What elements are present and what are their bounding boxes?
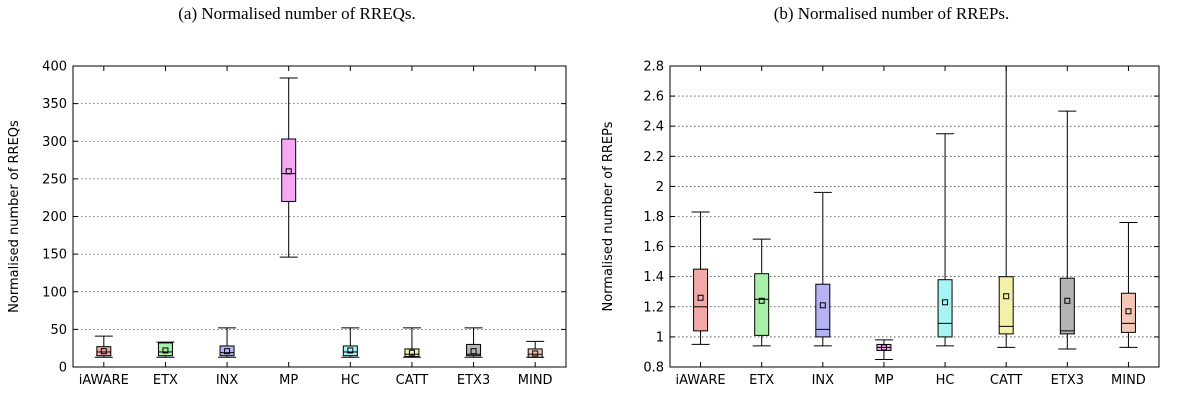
box-iqr [219, 345, 235, 357]
mean-marker [285, 168, 292, 175]
y-tick-label: 2 [656, 180, 664, 195]
y-tick-label: 2.2 [643, 150, 664, 165]
plot-frame [72, 65, 567, 368]
y-tick-label: 400 [42, 60, 67, 75]
chart-title: (a) Normalised number of RREQs. [178, 4, 416, 23]
grid-lines [670, 95, 1159, 338]
box-hc [341, 327, 360, 358]
mean-marker [162, 347, 169, 354]
y-tick-label: 1.4 [643, 270, 664, 285]
x-tick-label: CATT [396, 373, 429, 388]
y-tick-label: 50 [50, 323, 67, 338]
x-tick-label: ETX [153, 373, 178, 388]
box-inx [813, 191, 832, 347]
box-iqr [527, 348, 543, 358]
box-etx3 [464, 327, 483, 358]
rrep-boxplot: 0.8 1 1.2 1.4 1.6 1.8 2 2.2 2.4 2.6 2.8 Normalised … [601, 60, 1160, 388]
box-iqr [754, 273, 770, 336]
y-tick-label: 2.4 [643, 120, 664, 135]
y-tick-label: 100 [42, 285, 67, 300]
x-tick-label: ETX3 [1051, 373, 1084, 388]
x-tick-label: iAWARE [79, 373, 129, 388]
box-catt [997, 65, 1016, 348]
x-tick-label: INX [216, 373, 239, 388]
box-iqr [1120, 292, 1136, 333]
x-tick-label: MP [874, 373, 893, 388]
y-tick-label: 0.8 [643, 361, 664, 376]
y-tick-label: 1.6 [643, 240, 664, 255]
mean-marker [880, 344, 887, 351]
chart-panel-rreps: (b) Normalised number of RREPs. 0.8 1 1.2 1… [594, 0, 1189, 398]
x-tick-label: INX [812, 373, 835, 388]
y-axis-label: Normalised number of RREQs [7, 120, 22, 313]
x-tick-label: iAWARE [676, 373, 726, 388]
y-tick-label: 350 [42, 97, 67, 112]
box-catt [402, 327, 421, 358]
mean-marker [347, 347, 354, 354]
box-iqr [815, 283, 831, 338]
box-inx [218, 327, 237, 358]
y-tick-label: 0 [59, 361, 67, 376]
mean-marker [942, 299, 949, 306]
y-tick-label: 2.8 [643, 60, 664, 75]
mean-marker [100, 348, 107, 355]
mean-marker [1003, 293, 1010, 300]
y-tick-label: 200 [42, 210, 67, 225]
box-iaware [691, 211, 710, 345]
y-tick-label: 250 [42, 172, 67, 187]
box-etx3 [1058, 110, 1077, 350]
box-iaware [94, 335, 113, 358]
x-tick-label: ETX3 [457, 373, 490, 388]
box-mp [874, 339, 893, 360]
mean-marker [819, 302, 826, 309]
mean-marker [470, 348, 477, 355]
y-tick-label: 1 [656, 330, 664, 345]
box-iqr [1059, 277, 1075, 335]
box-iqr [937, 279, 953, 338]
grid-lines [73, 103, 566, 330]
y-tick-label: 150 [42, 248, 67, 263]
mean-marker [697, 294, 704, 301]
box-hc [936, 133, 955, 347]
box-iqr [96, 346, 112, 357]
y-tick-label: 2.6 [643, 90, 664, 105]
rreq-boxplot: 0 50 100 150 200 250 300 350 400 Normalised numbe… [7, 60, 567, 388]
box-iqr [998, 276, 1014, 335]
box-etx [752, 238, 771, 347]
mean-marker [408, 349, 415, 356]
x-tick-label: MP [279, 373, 298, 388]
x-tick-label: HC [936, 373, 955, 388]
x-tick-label: ETX [749, 373, 774, 388]
box-iqr [157, 342, 173, 357]
box-mind [526, 340, 545, 358]
y-tick-label: 300 [42, 135, 67, 150]
chart-panel-rreqs: (a) Normalised number of RREQs. 0 50 100 15… [0, 0, 594, 398]
box-etx [156, 341, 175, 358]
x-tick-label: MIND [518, 373, 553, 388]
y-axis-label: Normalised number of RREPs [601, 121, 616, 311]
box-iqr [466, 343, 482, 357]
x-tick-label: MIND [1111, 373, 1146, 388]
mean-marker [224, 348, 231, 355]
chart-title: (b) Normalised number of RREPs. [773, 4, 1010, 23]
mean-marker [532, 350, 539, 357]
mean-marker [1064, 297, 1071, 304]
box-iqr [342, 345, 358, 357]
mean-marker [758, 297, 765, 304]
x-tick-label: CATT [990, 373, 1023, 388]
box-mp [279, 77, 298, 258]
y-tick-label: 1.8 [643, 210, 664, 225]
y-tick-label: 1.2 [643, 300, 664, 315]
x-tick-label: HC [341, 373, 360, 388]
box-iqr [404, 348, 420, 357]
box-iqr [281, 138, 297, 202]
box-mind [1119, 222, 1138, 348]
mean-marker [1125, 308, 1132, 315]
